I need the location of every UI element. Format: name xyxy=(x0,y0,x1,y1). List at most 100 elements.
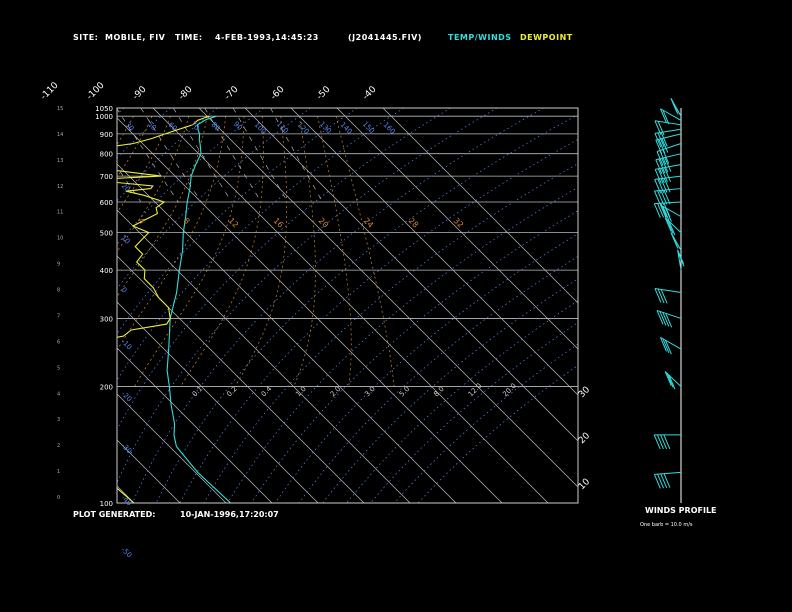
wind-barb-staff xyxy=(654,128,682,134)
height-tick-label: 15 xyxy=(57,106,63,112)
pressure-tick-label: 400 xyxy=(100,267,113,275)
wind-barb-flag xyxy=(666,219,674,234)
isotherm-line xyxy=(117,255,365,503)
moist-adiabat-label: 8 xyxy=(182,216,192,226)
isotherm-line xyxy=(117,439,181,503)
height-tick-label: 1 xyxy=(57,469,60,475)
winds-profile-note: One barb = 10.0 m/s xyxy=(640,522,693,528)
plot-generated-value: 10-JAN-1996,17:20:07 xyxy=(180,510,279,519)
wind-barb-flag xyxy=(677,249,685,265)
isotherm-line xyxy=(290,108,578,396)
dry-adiabat-line xyxy=(179,138,578,503)
isotherm-top-label: -60 xyxy=(269,84,287,102)
temperature-profile-line xyxy=(166,115,231,503)
wind-barb-flag xyxy=(668,374,676,390)
pressure-tick-label: 300 xyxy=(100,315,113,323)
wind-barb-flag xyxy=(660,337,667,352)
dry-adiabat-line xyxy=(117,108,498,484)
dry-adiabat-left-label: 20 xyxy=(120,182,132,194)
isotherm-line xyxy=(198,108,578,488)
wind-barb-flag xyxy=(660,168,668,183)
height-tick-label: 6 xyxy=(57,339,60,345)
wind-barb-flag xyxy=(660,289,668,304)
height-tick-label: 11 xyxy=(57,210,63,216)
wind-barb-staff xyxy=(660,336,682,350)
wind-barb-flag xyxy=(657,168,665,184)
moist-adiabat-line xyxy=(0,116,23,386)
pressure-tick-label: 1050 xyxy=(95,105,113,113)
dry-adiabat-line xyxy=(117,108,265,245)
moist-adiabat-line xyxy=(293,116,316,387)
isotherm-line xyxy=(152,108,549,503)
mixing-ratio-line xyxy=(0,108,64,202)
plot-frame xyxy=(116,107,579,504)
mixing-ratio-line xyxy=(173,108,232,203)
wind-barb-flag xyxy=(660,204,667,220)
wind-barb-flag xyxy=(662,109,670,125)
dry-adiabat-label: 70 xyxy=(189,120,201,132)
wind-barb-flag xyxy=(656,310,664,325)
dry-adiabat-label: 50 xyxy=(146,120,158,132)
isotherm-line xyxy=(117,393,227,503)
time-label: TIME: xyxy=(175,33,203,42)
winds-profile-title: WINDS PROFILE xyxy=(645,506,717,515)
wind-barb-flag xyxy=(653,190,661,206)
dry-adiabat-line xyxy=(0,108,77,503)
height-tick-label: 5 xyxy=(57,365,60,371)
height-tick-label: 13 xyxy=(57,158,63,164)
moist-adiabat-label: 12 xyxy=(227,216,241,230)
isotherm-line xyxy=(382,108,578,304)
pressure-tick-label: 700 xyxy=(100,173,113,181)
isotherm-right-label: 20 xyxy=(577,431,592,446)
pressure-tick-label: 100 xyxy=(100,500,113,508)
mixing-ratio-line xyxy=(270,108,323,203)
dry-adiabat-left-label: -40 xyxy=(120,494,134,508)
wind-barb-staff xyxy=(660,108,682,121)
wind-barb-flag xyxy=(671,234,679,249)
height-tick-label: 8 xyxy=(57,288,60,294)
dry-adiabat-line xyxy=(251,210,578,503)
wind-barb-flag xyxy=(664,157,672,172)
wind-barb-flag xyxy=(668,221,676,236)
wind-barb-flag xyxy=(662,338,670,353)
mixing-ratio-line xyxy=(0,108,34,202)
moist-adiabat-line xyxy=(0,116,78,386)
wind-barb-flag xyxy=(664,207,672,222)
isotherm-line xyxy=(117,485,135,503)
wind-barb-flag xyxy=(660,190,668,205)
isotherm-top-label: -100 xyxy=(85,80,107,102)
isotherm-line xyxy=(117,117,503,503)
wind-barb-flag xyxy=(662,149,670,164)
wind-barb-flag xyxy=(664,371,672,386)
wind-barb-flag xyxy=(664,167,671,182)
wind-barb xyxy=(653,434,681,450)
dry-adiabat-label: 150 xyxy=(361,120,376,135)
file-id: (J2041445.FIV) xyxy=(348,33,422,42)
wind-barb-flag xyxy=(657,473,665,489)
moist-adiabat-line xyxy=(0,116,115,386)
wind-barb xyxy=(664,217,682,236)
moist-adiabat-line xyxy=(0,116,97,386)
isotherm-top-label: -110 xyxy=(39,80,61,102)
mixing-ratio-line xyxy=(140,108,202,203)
dry-adiabat-line xyxy=(117,108,125,115)
height-tick-label: 2 xyxy=(57,443,60,449)
wind-barb xyxy=(653,201,682,218)
dry-adiabat-left-label: -20 xyxy=(120,390,134,404)
isotherm-right-label: 30 xyxy=(577,385,592,400)
isotherm-line xyxy=(0,108,88,503)
wind-barb-staff xyxy=(654,471,682,475)
dry-adiabat-line xyxy=(417,364,578,503)
dry-adiabat-line xyxy=(274,233,578,503)
dry-adiabat-line xyxy=(322,278,578,503)
dry-adiabat-line xyxy=(117,108,358,335)
wind-barb-flag xyxy=(657,288,665,304)
isotherm-line xyxy=(117,163,457,503)
wind-barb xyxy=(655,153,682,174)
wind-barb xyxy=(677,249,685,271)
wind-barb-staff xyxy=(656,309,682,319)
wind-barb-flag xyxy=(655,159,663,174)
wind-barb-flag xyxy=(657,190,665,205)
wind-barb-staff xyxy=(655,153,682,161)
